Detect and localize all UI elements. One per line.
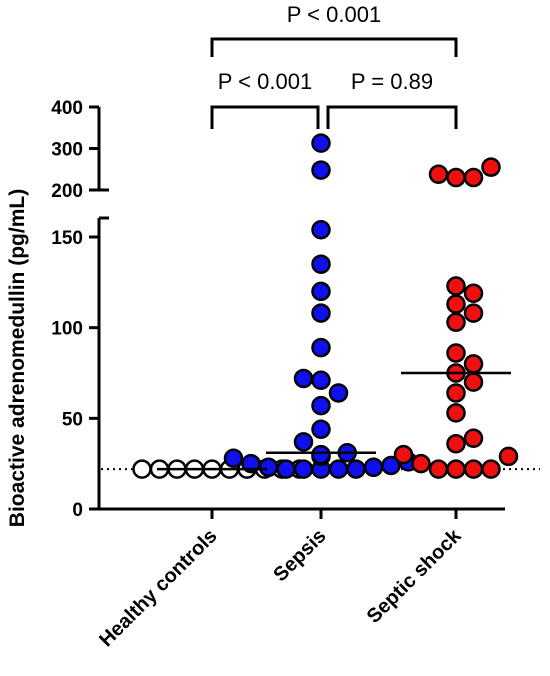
data-point xyxy=(132,459,152,479)
significance-bracket xyxy=(326,105,458,129)
data-point xyxy=(446,294,466,314)
data-point xyxy=(393,444,414,465)
data-point xyxy=(311,254,331,274)
data-point xyxy=(311,370,331,391)
y-tick-label: 150 xyxy=(51,228,83,249)
data-point xyxy=(463,167,484,188)
data-point xyxy=(481,459,501,479)
x-tick-label: Septic shock xyxy=(363,524,466,627)
data-point xyxy=(463,372,484,392)
data-point xyxy=(311,337,331,358)
data-point xyxy=(363,457,384,478)
significance-brackets: P < 0.001 P < 0.001 P = 0.89 xyxy=(210,2,458,129)
x-tick-label: Sepsis xyxy=(269,525,330,586)
data-point xyxy=(311,395,331,416)
data-point xyxy=(463,354,484,374)
median-lines xyxy=(157,371,511,471)
p-value-label: P < 0.001 xyxy=(287,2,381,27)
significance-bracket xyxy=(210,105,320,129)
data-point xyxy=(311,133,331,153)
data-point xyxy=(446,433,466,454)
data-point xyxy=(311,419,331,439)
y-tick-label: 300 xyxy=(51,140,83,161)
y-tick-label: 400 xyxy=(51,98,83,119)
p-value-label: P = 0.89 xyxy=(351,69,433,94)
data-point xyxy=(446,403,466,423)
data-point xyxy=(446,312,466,332)
data-point xyxy=(463,428,484,449)
y-tick-label: 100 xyxy=(51,319,83,340)
data-point xyxy=(446,276,466,296)
data-point xyxy=(293,432,314,452)
data-point xyxy=(498,446,519,467)
y-tick-label: 0 xyxy=(72,500,83,521)
data-point xyxy=(446,383,466,403)
data-point xyxy=(346,459,366,479)
data-point xyxy=(311,281,331,302)
p-value-label: P < 0.001 xyxy=(218,69,312,94)
data-point xyxy=(446,167,466,188)
data-point xyxy=(311,160,331,180)
x-axis: Healthy controls Sepsis Septic shock xyxy=(95,507,505,651)
data-point xyxy=(481,157,501,177)
data-point xyxy=(223,448,244,468)
data-point xyxy=(463,283,484,303)
data-point xyxy=(463,303,484,323)
data-point xyxy=(258,457,279,478)
y-tick-label: 50 xyxy=(62,409,83,430)
data-point xyxy=(328,383,349,403)
x-tick-label: Healthy controls xyxy=(95,525,221,651)
data-point xyxy=(276,459,296,479)
data-point xyxy=(293,459,314,479)
data-point xyxy=(293,368,314,389)
y-axis: 0 50 100 150 200 300 400 xyxy=(51,98,109,521)
data-points xyxy=(132,133,519,479)
data-point xyxy=(411,453,431,474)
data-point xyxy=(428,164,449,184)
y-axis-label: Bioactive adrenomedullin (pg/mL) xyxy=(6,189,29,527)
data-point xyxy=(446,343,466,363)
data-point xyxy=(311,444,331,465)
y-tick-label: 200 xyxy=(51,181,83,202)
significance-bracket xyxy=(210,37,458,57)
data-point xyxy=(328,459,349,479)
data-point xyxy=(311,219,331,240)
data-point xyxy=(428,459,449,479)
data-point xyxy=(311,303,331,323)
data-point xyxy=(446,459,466,479)
data-point xyxy=(463,459,484,479)
